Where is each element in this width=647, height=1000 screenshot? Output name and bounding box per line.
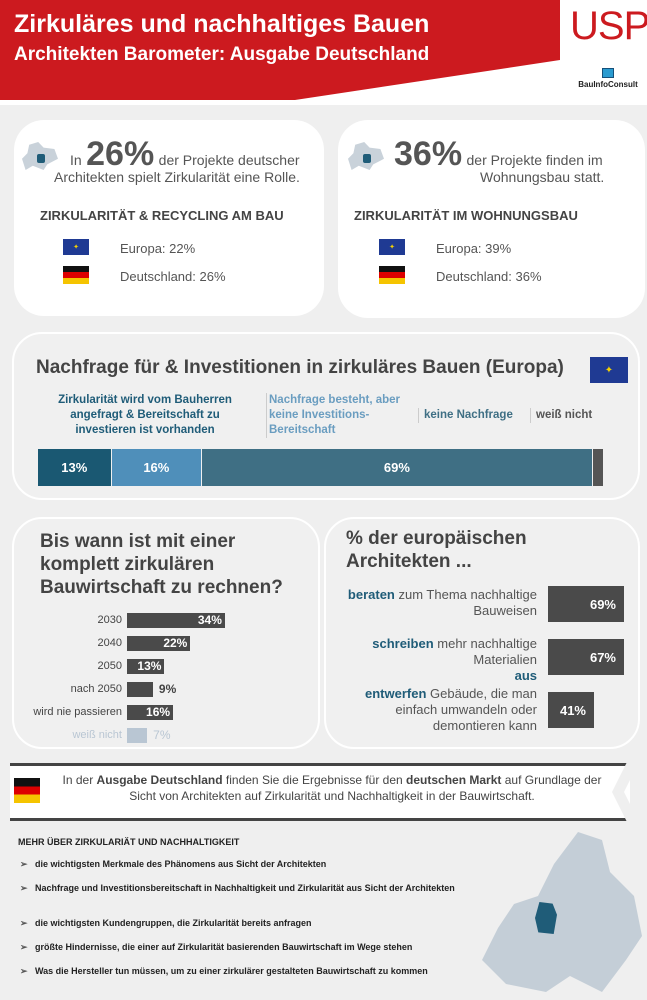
eu-flag-icon: ✦ bbox=[379, 239, 405, 255]
stat-text-2: Wohnungsbau statt. bbox=[480, 169, 605, 185]
bauinfoconsult-logo: BauInfoConsult bbox=[573, 68, 643, 89]
europe-map bbox=[482, 832, 642, 992]
bar-value-label: 13% bbox=[137, 659, 162, 673]
page-subtitle: Architekten Barometer: Ausgabe Deutschla… bbox=[14, 44, 430, 65]
bar-value-label: 69% bbox=[589, 596, 616, 612]
list-item: ➢ Was die Hersteller tun müssen, um zu ei… bbox=[20, 966, 428, 976]
banner-text-part: auf Grundlage der Sicht von Architekten … bbox=[129, 773, 602, 803]
stat-prefix: In bbox=[70, 152, 82, 168]
germany-flag-icon bbox=[379, 266, 405, 284]
germany-flag-icon bbox=[63, 266, 89, 284]
bar: 22% bbox=[127, 636, 191, 651]
card-heading: ZIRKULARITÄT & RECYCLING AM BAU bbox=[40, 208, 284, 223]
bar-category-label: 2040 bbox=[97, 637, 122, 649]
legend-category: Nachfrage besteht, aber keine Investitio… bbox=[266, 393, 416, 438]
bar-category-label: wird nie passieren bbox=[33, 706, 122, 718]
list-item: ➢ größte Hindernisse, die einer auf Zirku… bbox=[20, 942, 413, 952]
bar: 34% bbox=[127, 613, 225, 628]
list-item: ➢ die wichtigsten Kundengruppen, die Zirk… bbox=[20, 918, 312, 928]
bar: 67% bbox=[548, 639, 624, 675]
card-recycling-stat: In 26% der Projekte deutscher bbox=[70, 135, 320, 174]
bar-value-label: 9% bbox=[158, 682, 177, 696]
list-item: ➢ Nachfrage und Investitionsbereitschaft … bbox=[20, 883, 455, 893]
eu-flag-icon: ✦ bbox=[590, 357, 628, 383]
card-zeitraum bbox=[12, 517, 320, 749]
bar-category-label: 2030 bbox=[97, 614, 122, 626]
card-wohnungsbau bbox=[338, 120, 645, 318]
bar: 69% bbox=[548, 586, 624, 622]
bar-value-label: 7% bbox=[153, 728, 171, 742]
chart-title: Nachfrage für & Investitionen in zirkulä… bbox=[36, 357, 564, 378]
stacked-segment bbox=[592, 449, 603, 486]
banner-text-part: In der bbox=[62, 773, 97, 787]
legend-category: Zirkularität wird vom Bauherren angefrag… bbox=[58, 394, 232, 436]
bar-category-label: nach 2050 bbox=[70, 683, 122, 695]
bar bbox=[127, 728, 148, 743]
list-item-text: die wichtigsten Kundengruppen, die Zirku… bbox=[35, 918, 312, 928]
list-item-text: Was die Hersteller tun müssen, um zu ein… bbox=[35, 966, 428, 976]
eu-flag-icon: ✦ bbox=[63, 239, 89, 255]
statement-text: mehr nachhaltige Materialien bbox=[433, 636, 537, 667]
more-heading: MEHR ÜBER ZIRKULARIÄT UND NACHHALTIGKEIT bbox=[18, 837, 240, 847]
deutschland-value: Deutschland: 26% bbox=[120, 269, 226, 284]
deutschland-value: Deutschland: 36% bbox=[436, 269, 542, 284]
bar: 41% bbox=[548, 692, 594, 728]
list-item: ➢ die wichtigsten Merkmale des Phänomens … bbox=[20, 859, 327, 869]
stacked-segment: 69% bbox=[202, 449, 592, 486]
card-wohnungsbau-stat: 36% der Projekte finden im bbox=[394, 135, 603, 174]
statement-verb: beraten bbox=[347, 587, 395, 602]
bar-value-label: 16% bbox=[146, 705, 171, 719]
stat-text: der Projekte deutscher bbox=[158, 152, 300, 168]
card-heading: ZIRKULARITÄT IM WOHNUNGSBAU bbox=[354, 208, 578, 223]
chart-title: % der europäischen Architekten ... bbox=[346, 528, 527, 572]
banner-text-part: finden Sie die Ergebnisse für den bbox=[222, 773, 407, 787]
europa-value: Europa: 39% bbox=[436, 241, 512, 256]
bar-category-label: weiß nicht bbox=[72, 729, 122, 741]
stat-text: der Projekte finden im bbox=[466, 152, 603, 168]
legend-category: keine Nachfrage bbox=[418, 408, 528, 423]
list-item-text: größte Hindernisse, die einer auf Zirkul… bbox=[35, 942, 413, 952]
chart-title: Bis wann ist mit einer komplett zirkulär… bbox=[40, 531, 283, 598]
stat-big: 36% bbox=[394, 135, 463, 173]
page-title: Zirkuläres und nachhaltiges Bauen bbox=[14, 10, 430, 38]
statement-label: schreiben mehr nachhaltige Materialien a… bbox=[347, 636, 537, 684]
stacked-segment: 16% bbox=[111, 449, 202, 486]
bauinfoconsult-logo-text: BauInfoConsult bbox=[578, 80, 638, 89]
statement-verb: entwerfen bbox=[365, 686, 427, 701]
banner-bold: Ausgabe Deutschland bbox=[96, 773, 223, 787]
bar-value-label: 67% bbox=[589, 649, 616, 665]
germany-flag-icon bbox=[14, 778, 40, 803]
statement-label: beraten zum Thema nachhaltige Bauweisen bbox=[347, 587, 537, 619]
europa-value: Europa: 22% bbox=[120, 241, 196, 256]
stacked-segment: 13% bbox=[38, 449, 111, 486]
stat-big: 26% bbox=[86, 135, 155, 173]
banner-text: In der Ausgabe Deutschland finden Sie di… bbox=[52, 772, 612, 804]
bar-value-label: 34% bbox=[197, 613, 222, 627]
statement-verb: schreiben bbox=[372, 636, 434, 651]
stat-text-2: Architekten spielt Zirkularität eine Rol… bbox=[54, 169, 300, 185]
info-banner bbox=[10, 763, 630, 821]
statement-text: zum Thema nachhaltige Bauweisen bbox=[394, 587, 537, 618]
statement-label: entwerfen Gebäude, die man einfach umwan… bbox=[347, 686, 537, 734]
bar-category-label: 2050 bbox=[97, 660, 122, 672]
usp-logo: USP bbox=[570, 4, 647, 48]
monitor-icon bbox=[602, 68, 614, 78]
banner-bold: deutschen Markt bbox=[406, 773, 502, 787]
bar: 16% bbox=[127, 705, 174, 720]
list-item-text: Nachfrage und Investitionsbereitschaft i… bbox=[35, 883, 455, 893]
legend-category: weiß nicht bbox=[530, 408, 605, 423]
statement-verb: aus bbox=[514, 668, 537, 683]
bar: 13% bbox=[127, 659, 165, 674]
list-item-text: die wichtigsten Merkmale des Phänomens a… bbox=[35, 859, 327, 869]
bar-value-label: 41% bbox=[559, 702, 586, 718]
statement-text: Gebäude, die man einfach umwandeln oder … bbox=[395, 686, 537, 733]
germany-highlight bbox=[535, 902, 557, 934]
bar bbox=[127, 682, 153, 697]
bar-value-label: 22% bbox=[163, 636, 188, 650]
